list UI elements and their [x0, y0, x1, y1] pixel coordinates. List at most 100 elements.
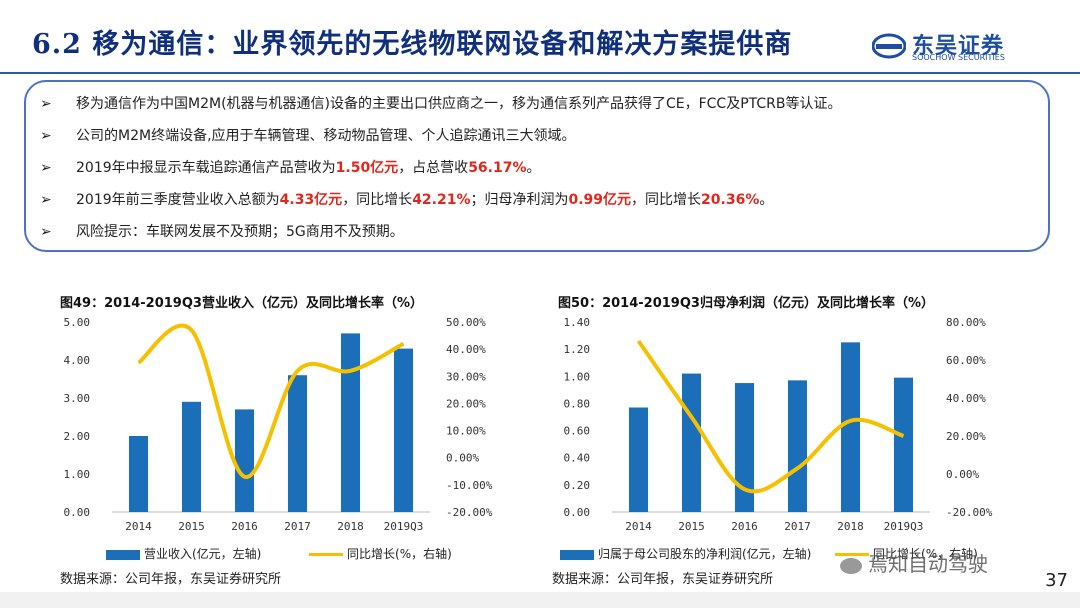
- y-right-tick-label: 50.00%: [446, 316, 486, 329]
- y-right-tick-label: 60.00%: [946, 354, 986, 367]
- legend-bar-swatch: [106, 549, 140, 560]
- y-left-tick-label: 2.00: [64, 430, 91, 443]
- y-left-tick-label: 0.20: [564, 479, 591, 492]
- y-left-tick-label: 3.00: [64, 392, 91, 405]
- y-right-tick-label: 20.00%: [946, 430, 986, 443]
- y-right-tick-label: -10.00%: [446, 479, 493, 492]
- bar: [840, 342, 861, 512]
- watermark-text: 焉知自动驾驶: [868, 552, 988, 576]
- arrow-right-icon: ➢: [40, 160, 52, 176]
- y-left-tick-label: 0.80: [564, 397, 591, 410]
- header-divider: [0, 72, 1080, 74]
- bullet-text: ；归母净利润为: [470, 192, 569, 208]
- x-tick-label: 2019Q3: [384, 520, 424, 533]
- y-right-tick-label: 40.00%: [446, 343, 486, 356]
- x-tick-label: 2016: [731, 520, 758, 533]
- y-left-tick-label: 0.40: [564, 452, 591, 465]
- y-left-tick-label: 0.60: [564, 425, 591, 438]
- bullet-text: 风险提示：车联网发展不及预期；5G商用不及预期。: [76, 224, 404, 240]
- chart-profit: 0.00 0.20 0.40 0.60 0.80 1.00 1.20 1.40 -20.00% 0…: [564, 316, 993, 533]
- bar: [340, 333, 361, 512]
- y-left-tick-label: 1.00: [564, 370, 591, 383]
- chart-revenue-title: 图49：2014-2019Q3营业收入（亿元）及同比增长率（%）: [60, 296, 423, 311]
- bullet-item: ➢ 公司的M2M终端设备,应用于车辆管理、移动物品管理、个人追踪通讯三大领域。: [40, 124, 1040, 156]
- legend-line-label: 同比增长(%，右轴): [347, 547, 452, 561]
- y-right-tick-label: 80.00%: [946, 316, 986, 329]
- chart-profit-title: 图50：2014-2019Q3归母净利润（亿元）及同比增长率（%）: [558, 296, 934, 311]
- y-left-tick-label: 4.00: [64, 354, 91, 367]
- bullet-item: ➢ 风险提示：车联网发展不及预期；5G商用不及预期。: [40, 220, 1040, 252]
- legend-bar-swatch: [560, 549, 594, 560]
- arrow-right-icon: ➢: [40, 96, 52, 112]
- bullet-text: ，同比增长: [631, 192, 702, 208]
- growth-line: [137, 323, 405, 479]
- x-tick-label: 2014: [625, 520, 652, 533]
- highlight-value: 42.21%: [412, 192, 471, 208]
- y-right-tick-label: 10.00%: [446, 425, 486, 438]
- chart-profit-legend: 归属于母公司股东的净利润(亿元，左轴) 同比增长(%，右轴): [560, 545, 978, 562]
- bullet-text: ，同比增长: [342, 192, 413, 208]
- bullet-text: 公司的M2M终端设备,应用于车辆管理、移动物品管理、个人追踪通讯三大领域。: [76, 128, 576, 144]
- y-right-tick-label: 0.00%: [446, 452, 479, 465]
- highlight-value: 20.36%: [701, 192, 760, 208]
- highlight-value: 0.99亿元: [568, 192, 632, 208]
- bar: [628, 407, 649, 512]
- y-right-tick-label: 40.00%: [946, 392, 986, 405]
- legend-bar-label: 营业收入(亿元，左轴): [144, 547, 262, 561]
- y-right-tick-label: -20.00%: [946, 506, 993, 519]
- soochow-logo-icon: [872, 33, 906, 59]
- y-left-tick-label: 5.00: [64, 316, 91, 329]
- legend-bar-label: 归属于母公司股东的净利润(亿元，左轴): [598, 547, 812, 561]
- bar: [681, 373, 702, 512]
- x-tick-label: 2018: [337, 520, 364, 533]
- y-left-tick-label: 1.20: [564, 343, 591, 356]
- y-right-tick-label: 0.00%: [946, 468, 979, 481]
- y-left-tick-label: 0.00: [64, 506, 91, 519]
- y-right-tick-label: 20.00%: [446, 397, 486, 410]
- watermark: 焉知自动驾驶: [840, 548, 988, 577]
- bullet-text: 。: [526, 160, 541, 176]
- x-tick-label: 2019Q3: [884, 520, 924, 533]
- wechat-icon: [840, 557, 862, 574]
- chart-revenue-legend: 营业收入(亿元，左轴) 同比增长(%，右轴): [106, 545, 452, 562]
- arrow-right-icon: ➢: [40, 192, 52, 208]
- summary-box: [24, 80, 1050, 252]
- bullet-text: 。: [759, 192, 774, 208]
- chart-revenue: 0.00 1.00 2.00 3.00 4.00 5.00 -20.00% -10.00% 0.…: [64, 316, 493, 533]
- y-left-tick-label: 1.00: [64, 468, 91, 481]
- page-number: 37: [1045, 570, 1068, 591]
- highlight-value: 4.33亿元: [279, 192, 343, 208]
- bullet-text: 2019年中报显示车载追踪通信产品营收为: [76, 160, 336, 176]
- legend-line-swatch: [835, 553, 870, 556]
- bar: [734, 383, 755, 512]
- bar: [181, 401, 202, 512]
- x-tick-label: 2014: [125, 520, 152, 533]
- bar: [234, 409, 255, 512]
- summary-bullets: ➢ 移为通信作为中国M2M(机器与机器通信)设备的主要出口供应商之一，移为通信系列…: [40, 92, 1040, 252]
- y-right-tick-label: 30.00%: [446, 370, 486, 383]
- x-tick-label: 2015: [678, 520, 705, 533]
- bullet-text: ，占总营收: [398, 160, 469, 176]
- bullet-item: ➢ 2019年前三季度营业收入总额为4.33亿元，同比增长42.21%；归母净利润…: [40, 188, 1040, 220]
- growth-line: [636, 339, 905, 494]
- bar: [893, 377, 914, 512]
- highlight-value: 56.17%: [468, 160, 527, 176]
- chart-revenue-source: 数据来源：公司年报，东吴证券研究所: [60, 572, 282, 587]
- arrow-right-icon: ➢: [40, 224, 52, 240]
- logo-name: 东吴证券: [912, 34, 1005, 59]
- bullet-item: ➢ 移为通信作为中国M2M(机器与机器通信)设备的主要出口供应商之一，移为通信系列…: [40, 92, 1040, 124]
- arrow-right-icon: ➢: [40, 128, 52, 144]
- x-tick-label: 2017: [284, 520, 311, 533]
- x-tick-label: 2018: [837, 520, 864, 533]
- x-tick-label: 2015: [178, 520, 205, 533]
- bullet-text: 2019年前三季度营业收入总额为: [76, 192, 280, 208]
- bullet-item: ➢ 2019年中报显示车载追踪通信产品营收为1.50亿元，占总营收56.17%。: [40, 156, 1040, 188]
- logo-english: SOOCHOW SECURITIES: [912, 53, 1005, 62]
- page-title: 6.2 移为通信：业界领先的无线物联网设备和解决方案提供商: [32, 29, 793, 60]
- x-tick-label: 2017: [784, 520, 811, 533]
- x-tick-label: 2016: [231, 520, 258, 533]
- legend-line-swatch: [309, 553, 344, 556]
- legend-line-label: 同比增长(%，右轴): [873, 547, 978, 561]
- footer-bar: [0, 592, 1080, 608]
- bar: [393, 348, 414, 512]
